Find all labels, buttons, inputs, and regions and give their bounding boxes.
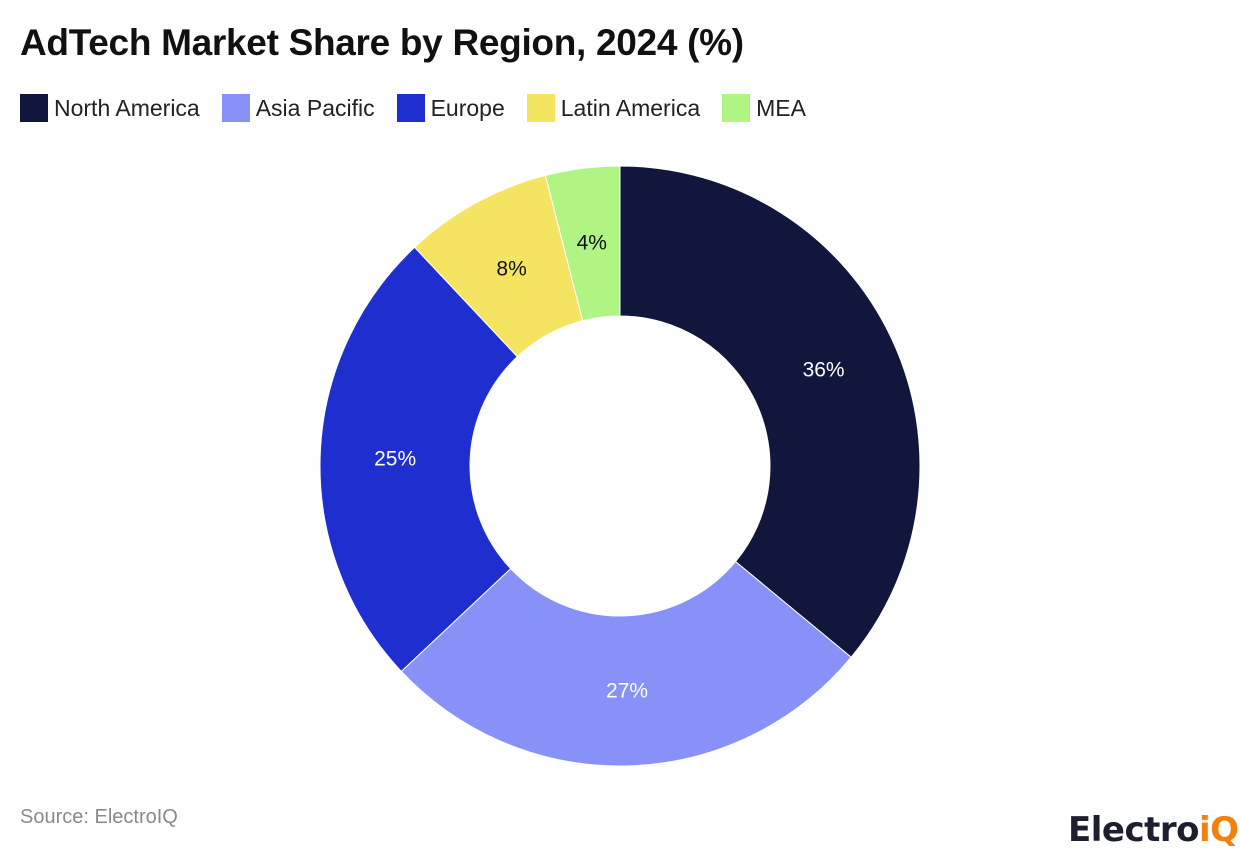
donut-labels: 36% 27% 25% 8% 4% bbox=[374, 231, 845, 702]
slice-label: 25% bbox=[374, 447, 416, 470]
legend-label: Latin America bbox=[560, 94, 701, 121]
slice-asia-pacific bbox=[400, 560, 852, 767]
legend-item-mea: MEA bbox=[722, 94, 806, 122]
slice-europe bbox=[319, 246, 519, 673]
legend-swatch bbox=[20, 94, 48, 122]
legend-label: Asia Pacific bbox=[255, 94, 375, 121]
donut-slices bbox=[319, 165, 921, 767]
legend: North America Asia Pacific Europe Latin … bbox=[20, 94, 828, 122]
slice-label: 27% bbox=[606, 679, 648, 702]
legend-label: North America bbox=[54, 94, 200, 121]
slice-north-america bbox=[619, 165, 921, 658]
slice-mea bbox=[544, 165, 621, 322]
legend-item-europe: Europe bbox=[396, 94, 505, 122]
chart-title: AdTech Market Share by Region, 2024 (%) bbox=[20, 22, 744, 63]
legend-swatch bbox=[526, 94, 555, 122]
slice-label: 8% bbox=[496, 257, 526, 280]
legend-swatch bbox=[396, 94, 425, 122]
electroiq-logo: ElectroiQ bbox=[1068, 810, 1239, 850]
slice-label: 4% bbox=[577, 231, 607, 254]
logo-accent: iQ bbox=[1198, 810, 1239, 850]
legend-swatch bbox=[722, 94, 751, 122]
legend-item-asia-pacific: Asia Pacific bbox=[221, 94, 375, 122]
source-note: Source: ElectroIQ bbox=[20, 806, 178, 828]
legend-swatch bbox=[221, 94, 250, 122]
logo-main: Electro bbox=[1068, 810, 1199, 850]
legend-label: MEA bbox=[756, 94, 806, 121]
legend-item-north-america: North America bbox=[20, 94, 200, 122]
slice-label: 36% bbox=[803, 359, 845, 382]
legend-item-latin-america: Latin America bbox=[526, 94, 701, 122]
legend-label: Europe bbox=[430, 94, 505, 121]
